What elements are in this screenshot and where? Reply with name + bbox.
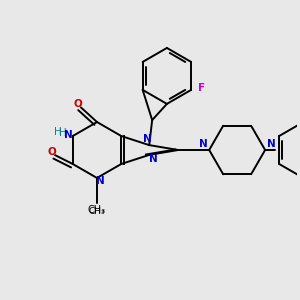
Text: N: N <box>199 139 208 149</box>
Text: O: O <box>74 99 82 110</box>
Text: CH₃: CH₃ <box>88 206 106 215</box>
Text: N: N <box>149 154 158 164</box>
Text: CH₃: CH₃ <box>89 207 105 216</box>
Text: H: H <box>58 128 66 138</box>
Text: O: O <box>48 147 56 157</box>
Text: N: N <box>96 176 104 186</box>
Text: H: H <box>54 127 62 136</box>
Text: F: F <box>198 83 205 93</box>
Text: N: N <box>143 134 152 144</box>
Text: N: N <box>64 130 73 140</box>
Text: N: N <box>267 139 275 149</box>
